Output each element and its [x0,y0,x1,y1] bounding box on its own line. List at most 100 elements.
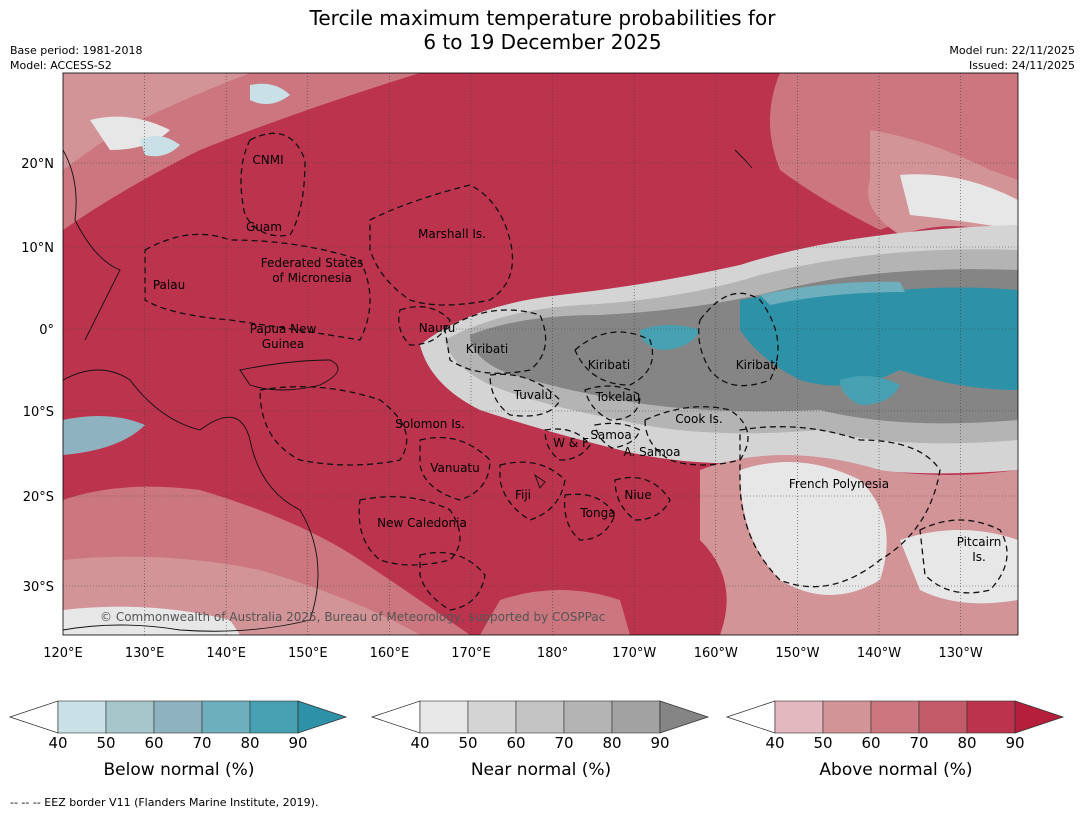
colorbar-min-extension [8,700,59,734]
lat-tick-label: 20°S [23,490,54,505]
lon-tick-label: 170°E [451,646,491,661]
below-normal-core-se [840,376,900,405]
coastlines [62,149,753,632]
near-normal-patch-sw [63,606,240,635]
colorbar-swatch [515,700,565,734]
map-field [63,73,1018,635]
eez-vanuatu [419,436,491,501]
gridlines [63,73,1018,635]
lat-tick-label: 0° [39,323,54,338]
colorbar-tick-label: 50 [813,734,833,752]
below-normal-patch-nw [140,136,180,157]
below-normal-patch-n [250,83,290,104]
colorbar-min-extension [370,700,421,734]
colorbar-tick-label: 40 [410,734,430,752]
lon-tick-label: 140°E [206,646,246,661]
copyright-notice: © Commonwealth of Australia 2025, Bureau… [100,610,605,624]
label-vanuatu: Vanuatu [430,461,480,475]
place-labels: CNMI Guam Marshall Is. Federated States … [153,153,1001,564]
colorbar-near-title: Near normal (%) [470,760,612,780]
label-palau: Palau [153,278,185,292]
colorbar-swatch [419,700,469,734]
label-samoa: Samoa [590,428,631,442]
eez-wf [544,428,591,461]
colorbar-swatch [822,700,872,734]
label-new-caledonia: New Caledonia [377,516,467,530]
label-kiribati-central: Kiribati [588,358,630,372]
colorbar-tick-label: 40 [48,734,68,752]
eez-marshall [369,184,514,306]
hawaii-coast [734,149,753,169]
below-normal-patch-w [63,416,145,455]
colorbar-below-title: Below normal (%) [103,760,255,780]
colorbar-tick-label: 90 [650,734,670,752]
label-solomon: Solomon Is. [395,417,465,431]
label-french-polynesia: French Polynesia [789,477,889,491]
colorbar-swatch [611,700,661,734]
below-normal-edge-east [760,281,905,305]
lon-tick-label: 130°W [939,646,983,661]
issued-date: Issued: 24/11/2025 [968,59,1075,72]
label-cook: Cook Is. [675,412,722,426]
label-tuvalu: Tuvalu [513,388,553,402]
lon-tick-label: 140°W [857,646,901,661]
colorbar-swatch [774,700,824,734]
near-normal-patch-pitcairn [900,530,1018,604]
label-fsm-2: of Micronesia [272,271,352,285]
eez-fiji [499,461,566,521]
below-normal-core-east [740,287,1018,390]
colorbar-tick-label: 70 [909,734,929,752]
colorbar-swatch [153,700,203,734]
label-nauru: Nauru [419,321,455,335]
eez-cnmi [240,132,306,237]
colorbar-tick-label: 50 [96,734,116,752]
label-wf: W & F [553,436,589,450]
lon-tick-label: 160°W [694,646,738,661]
label-png-2: Guinea [262,337,305,351]
eez-kiribati-central [574,331,654,386]
colorbar-below [8,700,348,734]
longitude-labels: 120°E 130°E 140°E 150°E 160°E 170°E 180° 170°W 1… [43,646,983,661]
eez-pitcairn [919,519,1008,594]
colorbar-swatch [201,700,251,734]
base-period: Base period: 1981-2018 [10,44,143,57]
eez-kiribati-east [698,292,779,387]
eez-niue [614,476,671,521]
colorbar-swatch [918,700,968,734]
eez-tokelau [584,385,641,421]
fiji-coast [534,473,546,489]
label-pitcairn-2: Is. [972,550,986,564]
label-marshall: Marshall Is. [418,227,486,241]
below-normal-core-central [640,325,700,350]
near-normal-patch-se [740,462,887,595]
label-tokelau: Tokelau [595,390,641,404]
eez-solomon [259,386,408,466]
lon-tick-label: 180° [537,646,568,661]
asia-coast [62,149,121,341]
map-frame [62,72,1019,636]
colorbar-above [725,700,1065,734]
colorbar-swatch [249,700,299,734]
lon-tick-label: 160°E [370,646,410,661]
eez-tuvalu [489,373,561,417]
colorbar-tick-label: 80 [240,734,260,752]
label-american-samoa: A. Samoa [624,445,681,459]
near-normal-ne-patch [900,174,1018,230]
colorbar-tick-label: 60 [861,734,881,752]
colorbar-tick-label: 90 [1005,734,1025,752]
eez-norfolk [419,551,486,611]
above-normal-50-north [63,73,250,170]
label-png-1: Papua New [250,322,317,336]
label-kiribati-west: Kiribati [466,342,508,356]
meta-right: Model run: 22/11/2025 Issued: 24/11/2025 [949,43,1075,73]
colorbar-tick-label: 40 [765,734,785,752]
eez-samoa [594,422,641,449]
eez-border-note: -- -- -- EEZ border V11 (Flanders Marine… [10,796,319,809]
eez-tonga [563,493,616,541]
label-niue: Niue [624,488,651,502]
colorbar-max-extension [1014,700,1065,734]
meta-left: Base period: 1981-2018 Model: ACCESS-S2 [10,43,142,73]
lon-tick-label: 150°W [775,646,819,661]
eez-borders [144,132,1008,611]
colorbar-tick-label: 90 [288,734,308,752]
